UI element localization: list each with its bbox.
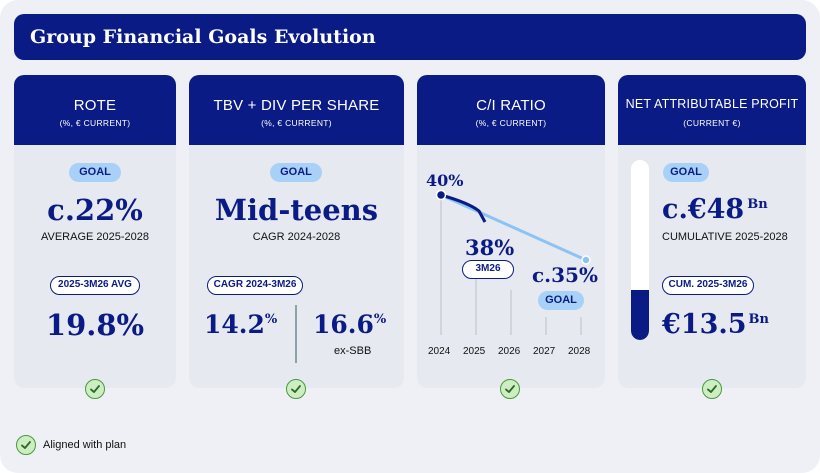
profit-goal-value: c.€48 Bn <box>662 194 768 225</box>
profit-subtitle: (CURRENT €) <box>683 118 741 128</box>
ci-goal-point <box>581 255 591 265</box>
tbv-divider <box>295 305 297 363</box>
ci-goal-badge: GOAL <box>538 291 584 310</box>
legend-check-icon <box>16 435 36 455</box>
rote-subtitle: (%, € CURRENT) <box>59 118 131 128</box>
profit-goal-caption: CUMULATIVE 2025-2028 <box>662 231 788 243</box>
tbv-actual-badge: CAGR 2024-3M26 <box>207 276 303 295</box>
tbv-goal-value: Mid-teens <box>214 193 379 227</box>
ci-year-label: 2025 <box>463 346 486 357</box>
rote-check-icon <box>85 379 105 399</box>
profit-check-icon <box>702 379 722 399</box>
rote-card: ROTE (%, € CURRENT) GOAL c.22% AVERAGE 2… <box>14 75 176 388</box>
tbv-actual-value: 14.2% <box>204 310 278 339</box>
tbv-card: TBV + DIV PER SHARE (%, € CURRENT) GOAL … <box>189 75 404 388</box>
tbv-header: TBV + DIV PER SHARE (%, € CURRENT) <box>189 75 404 145</box>
rote-goal-caption: AVERAGE 2025-2028 <box>40 231 150 243</box>
legend-label: Aligned with plan <box>43 439 127 451</box>
profit-header: NET ATTRIBUTABLE PROFIT (CURRENT €) <box>618 75 806 145</box>
tbv-subtitle: (%, € CURRENT) <box>261 118 332 128</box>
rote-body: GOAL c.22% AVERAGE 2025-2028 2025-3M26 A… <box>14 145 176 388</box>
tbv-goal-badge: GOAL <box>270 163 322 182</box>
rote-goal-value: c.22% <box>47 193 143 227</box>
rote-actual-value: 19.8% <box>45 308 145 342</box>
rote-actual-badge: 2025-3M26 AVG <box>50 276 140 295</box>
profit-card: NET ATTRIBUTABLE PROFIT (CURRENT €) GOAL… <box>618 75 806 388</box>
rote-goal-badge: GOAL <box>69 163 121 182</box>
tbv-alt-caption: ex-SBB <box>334 345 372 357</box>
tbv-check-icon <box>286 379 306 399</box>
ci-body: 40% 38% 3M26 c.35% GOAL 2024 2025 2026 2… <box>417 145 605 388</box>
rote-header: ROTE (%, € CURRENT) <box>14 75 176 145</box>
ci-header: C/I RATIO (%, € CURRENT) <box>417 75 605 145</box>
ci-year-label: 2024 <box>428 346 451 357</box>
ci-year-label: 2028 <box>568 346 591 357</box>
ci-goal-label: c.35% <box>532 263 598 287</box>
tbv-title: TBV + DIV PER SHARE <box>213 97 380 114</box>
profit-goal-badge: GOAL <box>663 163 709 182</box>
profit-body: GOAL c.€48 Bn CUMULATIVE 2025-2028 CUM. 2… <box>618 145 806 388</box>
ci-3m26-badge: 3M26 <box>462 260 514 279</box>
profit-actual-badge: CUM. 2025-3M26 <box>662 276 754 295</box>
ci-2024-point <box>435 189 447 201</box>
page-title: Group Financial Goals Evolution <box>14 14 806 60</box>
profit-progress-bar <box>631 160 649 340</box>
ci-check-icon <box>500 379 520 399</box>
ci-year-label: 2027 <box>533 346 556 357</box>
tbv-goal-caption: CAGR 2024-2028 <box>252 231 341 243</box>
profit-actual-value: €13.5 Bn <box>662 309 769 340</box>
ci-actual-line <box>440 193 487 223</box>
ci-goal-line <box>440 193 587 262</box>
rote-title: ROTE <box>73 97 117 114</box>
ci-subtitle: (%, € CURRENT) <box>475 118 547 128</box>
profit-title: NET ATTRIBUTABLE PROFIT <box>625 97 799 111</box>
ci-title: C/I RATIO <box>476 97 546 114</box>
profit-progress-fill <box>631 289 649 340</box>
tbv-alt-value: 16.6% <box>313 310 387 339</box>
ci-2024-label: 40% <box>426 171 464 190</box>
ci-card: C/I RATIO (%, € CURRENT) 40% 38% 3M26 c.… <box>417 75 605 388</box>
ci-year-label: 2026 <box>498 346 521 357</box>
tbv-body: GOAL Mid-teens CAGR 2024-2028 CAGR 2024-… <box>189 145 404 388</box>
ci-3m26-label: 38% <box>465 235 515 260</box>
